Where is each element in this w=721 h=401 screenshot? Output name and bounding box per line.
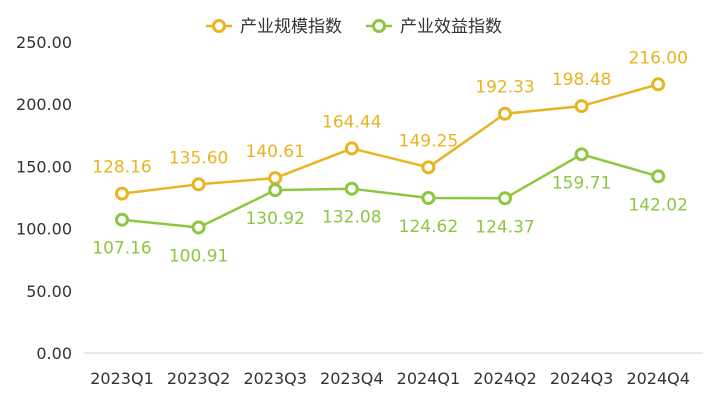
data-point [115, 186, 129, 201]
data-label: 135.60 [169, 148, 228, 168]
data-point [115, 212, 129, 227]
data-label: 124.37 [475, 217, 534, 237]
x-tick-label: 2024Q2 [473, 369, 537, 388]
y-tick-label: 0.00 [36, 344, 72, 363]
data-label: 132.08 [322, 208, 381, 228]
data-label: 130.92 [245, 209, 304, 229]
data-point [651, 77, 666, 92]
data-point [268, 171, 283, 186]
x-tick-label: 2024Q4 [626, 369, 690, 388]
x-tick-label: 2024Q3 [550, 369, 614, 388]
data-label: 100.91 [169, 246, 228, 266]
legend-label: 产业规模指数 [240, 17, 342, 37]
y-axis: 0.00 50.00 100.00 150.00 200.00 250.00 [16, 33, 72, 363]
legend-item: 产业规模指数 [206, 17, 342, 37]
data-label: 140.61 [245, 142, 304, 162]
y-tick-label: 200.00 [16, 95, 72, 114]
data-point [344, 181, 359, 196]
x-tick-label: 2023Q3 [243, 369, 307, 388]
data-point [498, 106, 512, 121]
data-label: 159.71 [552, 173, 611, 193]
y-tick-label: 150.00 [16, 157, 72, 176]
chart-legend: 产业规模指数 产业效益指数 [206, 17, 502, 37]
legend-marker [212, 19, 226, 33]
data-label: 164.44 [322, 112, 381, 132]
data-label: 142.02 [628, 195, 687, 215]
plot-area: 128.16 135.60 140.61 164.44 149.25 192.33 198.… [92, 48, 688, 266]
y-tick-label: 100.00 [16, 220, 72, 239]
data-label: 128.16 [92, 158, 151, 178]
series-2: 107.16 100.91 130.92 132.08 124.62 124.37 159.… [92, 147, 688, 266]
data-point [191, 177, 206, 192]
data-label: 198.48 [552, 70, 611, 90]
data-point [498, 191, 512, 206]
y-tick-label: 50.00 [26, 282, 72, 301]
data-point [421, 160, 436, 175]
data-point [268, 183, 283, 198]
series-line [121, 153, 659, 229]
data-point [574, 147, 589, 162]
series-1: 128.16 135.60 140.61 164.44 149.25 192.33 198.… [92, 48, 688, 201]
data-label: 216.00 [628, 48, 687, 68]
data-point [651, 169, 666, 184]
x-tick-label: 2023Q2 [167, 369, 231, 388]
x-tick-label: 2023Q1 [90, 369, 154, 388]
data-label: 107.16 [92, 239, 151, 259]
data-label: 192.33 [475, 78, 534, 98]
data-point [421, 190, 436, 205]
x-tick-label: 2023Q4 [320, 369, 384, 388]
legend-item: 产业效益指数 [366, 17, 502, 37]
series-line [121, 83, 659, 195]
x-tick-label: 2024Q1 [397, 369, 461, 388]
x-axis: 2023Q1 2023Q2 2023Q3 2023Q4 2024Q1 2024Q2 2024… [84, 352, 703, 388]
data-label: 124.62 [399, 217, 458, 237]
y-tick-label: 250.00 [16, 33, 72, 52]
data-point [191, 220, 206, 235]
data-point [344, 141, 359, 156]
legend-label: 产业效益指数 [400, 17, 502, 37]
legend-marker [372, 19, 386, 33]
data-point [574, 99, 589, 114]
data-label: 149.25 [399, 131, 458, 151]
